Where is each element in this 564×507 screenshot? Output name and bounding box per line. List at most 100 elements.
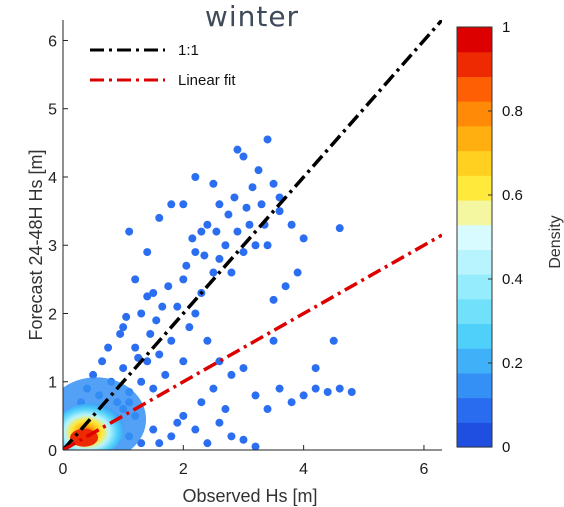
scatter-point bbox=[311, 384, 320, 393]
chart-title: winter bbox=[205, 0, 299, 33]
colorbar-segment bbox=[457, 27, 492, 53]
scatter-point bbox=[254, 166, 263, 175]
scatter-point bbox=[143, 292, 152, 301]
colorbar-segment bbox=[457, 422, 492, 448]
density-core bbox=[63, 377, 147, 450]
colorbar-segment bbox=[457, 224, 492, 250]
scatter-point bbox=[149, 289, 158, 298]
scatter-point bbox=[119, 323, 128, 332]
scatter-point bbox=[131, 275, 140, 284]
scatter-point bbox=[149, 425, 158, 434]
scatter-point bbox=[209, 268, 218, 277]
scatter-point bbox=[125, 227, 134, 236]
colorbar-frame bbox=[456, 26, 493, 448]
scatter-point bbox=[137, 309, 146, 318]
colorbar-segment bbox=[457, 51, 492, 78]
scatter-point bbox=[203, 336, 212, 345]
scatter-point bbox=[137, 377, 146, 386]
scatter-point bbox=[263, 241, 272, 250]
scatter-point bbox=[269, 179, 278, 188]
scatter-point bbox=[197, 398, 206, 407]
colorbar-tick-label: 1 bbox=[502, 19, 510, 36]
colorbar-segment bbox=[457, 397, 492, 423]
line-1to1 bbox=[63, 20, 442, 450]
scatter-point bbox=[227, 268, 236, 277]
scatter-point bbox=[98, 357, 107, 366]
scatter-point bbox=[161, 370, 170, 379]
scatter-point bbox=[200, 251, 209, 260]
scatter-point bbox=[164, 282, 173, 291]
line-linear-fit bbox=[63, 233, 442, 450]
x-tick-label: 4 bbox=[299, 461, 308, 478]
scatter-point bbox=[311, 364, 320, 373]
y-tick-label: 0 bbox=[48, 443, 57, 460]
colorbar-segment bbox=[457, 150, 492, 176]
colorbar-segment bbox=[457, 175, 492, 201]
scatter-point bbox=[293, 268, 302, 277]
scatter-point bbox=[233, 227, 242, 236]
scatter-point bbox=[152, 316, 161, 325]
scatter-point bbox=[347, 387, 356, 396]
scatter-point bbox=[167, 200, 176, 209]
scatter-point bbox=[89, 370, 98, 379]
y-tick-label: 1 bbox=[48, 375, 57, 392]
scatter-point bbox=[248, 183, 257, 192]
scatter-point bbox=[203, 220, 212, 229]
scatter-point bbox=[119, 364, 128, 373]
scatter-point bbox=[224, 210, 233, 219]
colorbar-segment bbox=[457, 372, 492, 399]
scatter-point bbox=[212, 227, 221, 236]
scatter-point bbox=[146, 329, 155, 338]
scatter-point bbox=[269, 295, 278, 304]
colorbar-tick-label: 0.2 bbox=[502, 355, 523, 372]
scatter-point bbox=[158, 302, 167, 311]
colorbar-segment bbox=[457, 76, 492, 102]
colorbar-label: Density bbox=[547, 215, 564, 268]
y-tick-label: 2 bbox=[48, 306, 57, 323]
scatter-point bbox=[191, 309, 200, 318]
scatter-point bbox=[143, 357, 152, 366]
scatter-point bbox=[209, 179, 218, 188]
scatter-point bbox=[173, 418, 182, 427]
scatter-point bbox=[122, 312, 131, 321]
scatter-point bbox=[149, 384, 158, 393]
colorbar-segment bbox=[457, 274, 492, 300]
scatter-point bbox=[182, 261, 191, 270]
scatter-point bbox=[131, 343, 140, 352]
scatter-point bbox=[155, 213, 164, 222]
scatter-point bbox=[221, 241, 230, 250]
scatter-point bbox=[245, 220, 254, 229]
scatter-point bbox=[203, 439, 212, 448]
scatter-point bbox=[323, 387, 332, 396]
scatter-point bbox=[191, 172, 200, 181]
colorbar-segment bbox=[457, 348, 492, 374]
y-ticks: 0 1 2 3 4 5 6 bbox=[48, 33, 68, 460]
scatter-point bbox=[233, 145, 242, 154]
fit-lines bbox=[63, 20, 442, 450]
x-tick-label: 0 bbox=[59, 461, 68, 478]
colorbar-segment bbox=[457, 101, 492, 127]
scatter-point bbox=[263, 405, 272, 414]
scatter-point bbox=[185, 323, 194, 332]
scatter-point bbox=[179, 275, 188, 284]
scatter-point bbox=[299, 391, 308, 400]
x-axis-label: Observed Hs [m] bbox=[182, 486, 317, 506]
scatter-point bbox=[209, 384, 218, 393]
scatter-point bbox=[143, 248, 152, 257]
scatter-point bbox=[239, 435, 248, 444]
scatter-point bbox=[215, 200, 224, 209]
scatter-point bbox=[329, 336, 338, 345]
x-tick-label: 6 bbox=[419, 461, 428, 478]
y-tick-label: 3 bbox=[48, 238, 57, 255]
scatter-point bbox=[179, 411, 188, 420]
colorbar-tick-label: 0.8 bbox=[502, 103, 523, 120]
scatter-point bbox=[137, 439, 146, 448]
scatter-point bbox=[251, 241, 260, 250]
scatter-point bbox=[179, 200, 188, 209]
scatter-point bbox=[239, 364, 248, 373]
scatter-point bbox=[167, 336, 176, 345]
scatter-point bbox=[155, 350, 164, 359]
colorbar-segment bbox=[457, 249, 492, 275]
scatter-point bbox=[251, 391, 260, 400]
